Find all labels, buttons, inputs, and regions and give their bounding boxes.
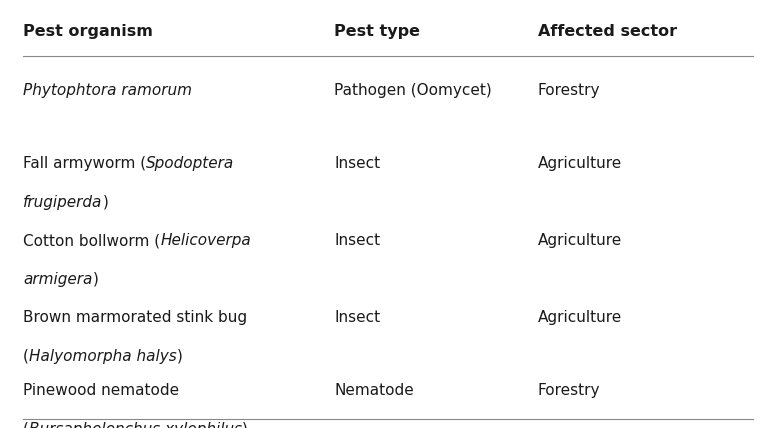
- Text: Insect: Insect: [334, 156, 380, 171]
- Text: Pest organism: Pest organism: [23, 24, 153, 39]
- Text: Pathogen (Oomycet): Pathogen (Oomycet): [334, 83, 492, 98]
- Text: Cotton bollworm (: Cotton bollworm (: [23, 233, 161, 248]
- Text: Halyomorpha halys: Halyomorpha halys: [29, 349, 177, 364]
- Text: frugiperda: frugiperda: [23, 195, 102, 210]
- Text: Insect: Insect: [334, 310, 380, 325]
- Text: Nematode: Nematode: [334, 383, 414, 398]
- Text: Agriculture: Agriculture: [538, 156, 622, 171]
- Text: Pinewood nematode: Pinewood nematode: [23, 383, 179, 398]
- Text: Agriculture: Agriculture: [538, 310, 622, 325]
- Text: (: (: [23, 349, 29, 364]
- Text: ): ): [92, 272, 98, 287]
- Text: Fall armyworm (: Fall armyworm (: [23, 156, 146, 171]
- Text: Forestry: Forestry: [538, 83, 600, 98]
- Text: ): ): [177, 349, 183, 364]
- Text: Forestry: Forestry: [538, 383, 600, 398]
- Text: (: (: [23, 422, 29, 428]
- Text: Agriculture: Agriculture: [538, 233, 622, 248]
- Text: Phytophtora ramorum: Phytophtora ramorum: [23, 83, 192, 98]
- Text: ): ): [102, 195, 108, 210]
- Text: Spodoptera: Spodoptera: [146, 156, 234, 171]
- Text: ): ): [242, 422, 248, 428]
- Text: Insect: Insect: [334, 233, 380, 248]
- Text: Pest type: Pest type: [334, 24, 420, 39]
- Text: Affected sector: Affected sector: [538, 24, 677, 39]
- Text: Bursaphelenchus xylophilus: Bursaphelenchus xylophilus: [29, 422, 242, 428]
- Text: Brown marmorated stink bug: Brown marmorated stink bug: [23, 310, 247, 325]
- Text: Helicoverpa: Helicoverpa: [161, 233, 251, 248]
- Text: armigera: armigera: [23, 272, 92, 287]
